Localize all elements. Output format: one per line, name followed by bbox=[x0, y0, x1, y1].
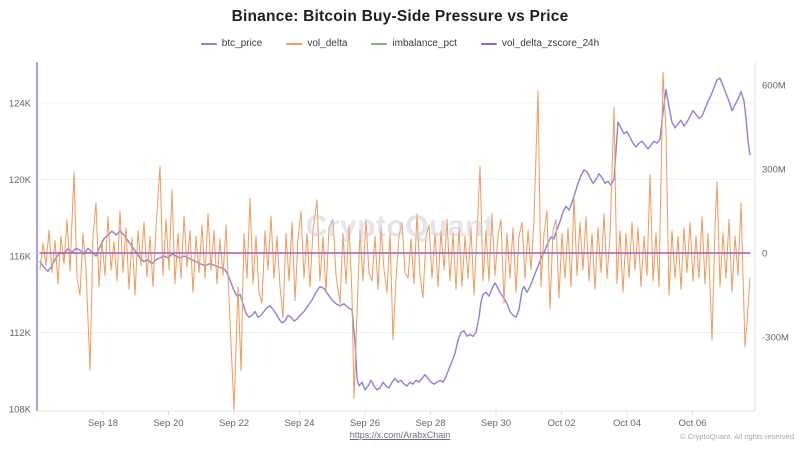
legend-item-imbalance-pct[interactable]: imbalance_pct bbox=[371, 38, 457, 49]
svg-text:Sep 24: Sep 24 bbox=[284, 418, 314, 429]
svg-text:-300M: -300M bbox=[762, 333, 789, 344]
footer-link-container: https://x.com/ArabxChain bbox=[0, 430, 800, 440]
btc-price-swatch-icon bbox=[200, 42, 217, 45]
svg-text:Oct 06: Oct 06 bbox=[679, 418, 707, 429]
svg-text:120K: 120K bbox=[9, 175, 32, 186]
svg-text:116K: 116K bbox=[10, 252, 32, 263]
svg-text:Sep 26: Sep 26 bbox=[350, 418, 380, 429]
legend: btc_price vol_delta imbalance_pct vol_de… bbox=[0, 38, 800, 49]
legend-item-btc-price[interactable]: btc_price bbox=[200, 38, 263, 49]
svg-text:Oct 02: Oct 02 bbox=[548, 418, 576, 429]
legend-label: vol_delta bbox=[307, 38, 348, 49]
copyright-text: © CryptoQuant. All rights reserved bbox=[680, 432, 794, 441]
svg-text:0: 0 bbox=[762, 249, 767, 260]
svg-text:112K: 112K bbox=[10, 328, 32, 339]
svg-text:600M: 600M bbox=[762, 81, 786, 92]
svg-text:300M: 300M bbox=[762, 165, 786, 176]
legend-label: imbalance_pct bbox=[392, 38, 457, 49]
page-title: Binance: Bitcoin Buy-Side Pressure vs Pr… bbox=[231, 8, 569, 25]
legend-label: btc_price bbox=[221, 38, 263, 49]
svg-text:Sep 18: Sep 18 bbox=[88, 418, 118, 429]
legend-label: vol_delta_zscore_24h bbox=[501, 38, 600, 49]
legend-item-vol-delta[interactable]: vol_delta bbox=[286, 38, 347, 49]
svg-text:Sep 22: Sep 22 bbox=[219, 418, 249, 429]
vol-delta-swatch-icon bbox=[286, 42, 303, 45]
svg-text:Sep 20: Sep 20 bbox=[153, 418, 183, 429]
legend-item-vol-delta-zscore[interactable]: vol_delta_zscore_24h bbox=[480, 38, 600, 49]
svg-text:Oct 04: Oct 04 bbox=[613, 418, 641, 429]
svg-text:Sep 30: Sep 30 bbox=[481, 418, 511, 429]
svg-text:108K: 108K bbox=[9, 405, 32, 416]
vol-delta-zscore-swatch-icon bbox=[480, 42, 497, 45]
svg-text:124K: 124K bbox=[9, 99, 32, 110]
arabxchain-link[interactable]: https://x.com/ArabxChain bbox=[349, 430, 451, 440]
svg-text:Sep 28: Sep 28 bbox=[415, 418, 445, 429]
imbalance-pct-swatch-icon bbox=[371, 42, 388, 45]
